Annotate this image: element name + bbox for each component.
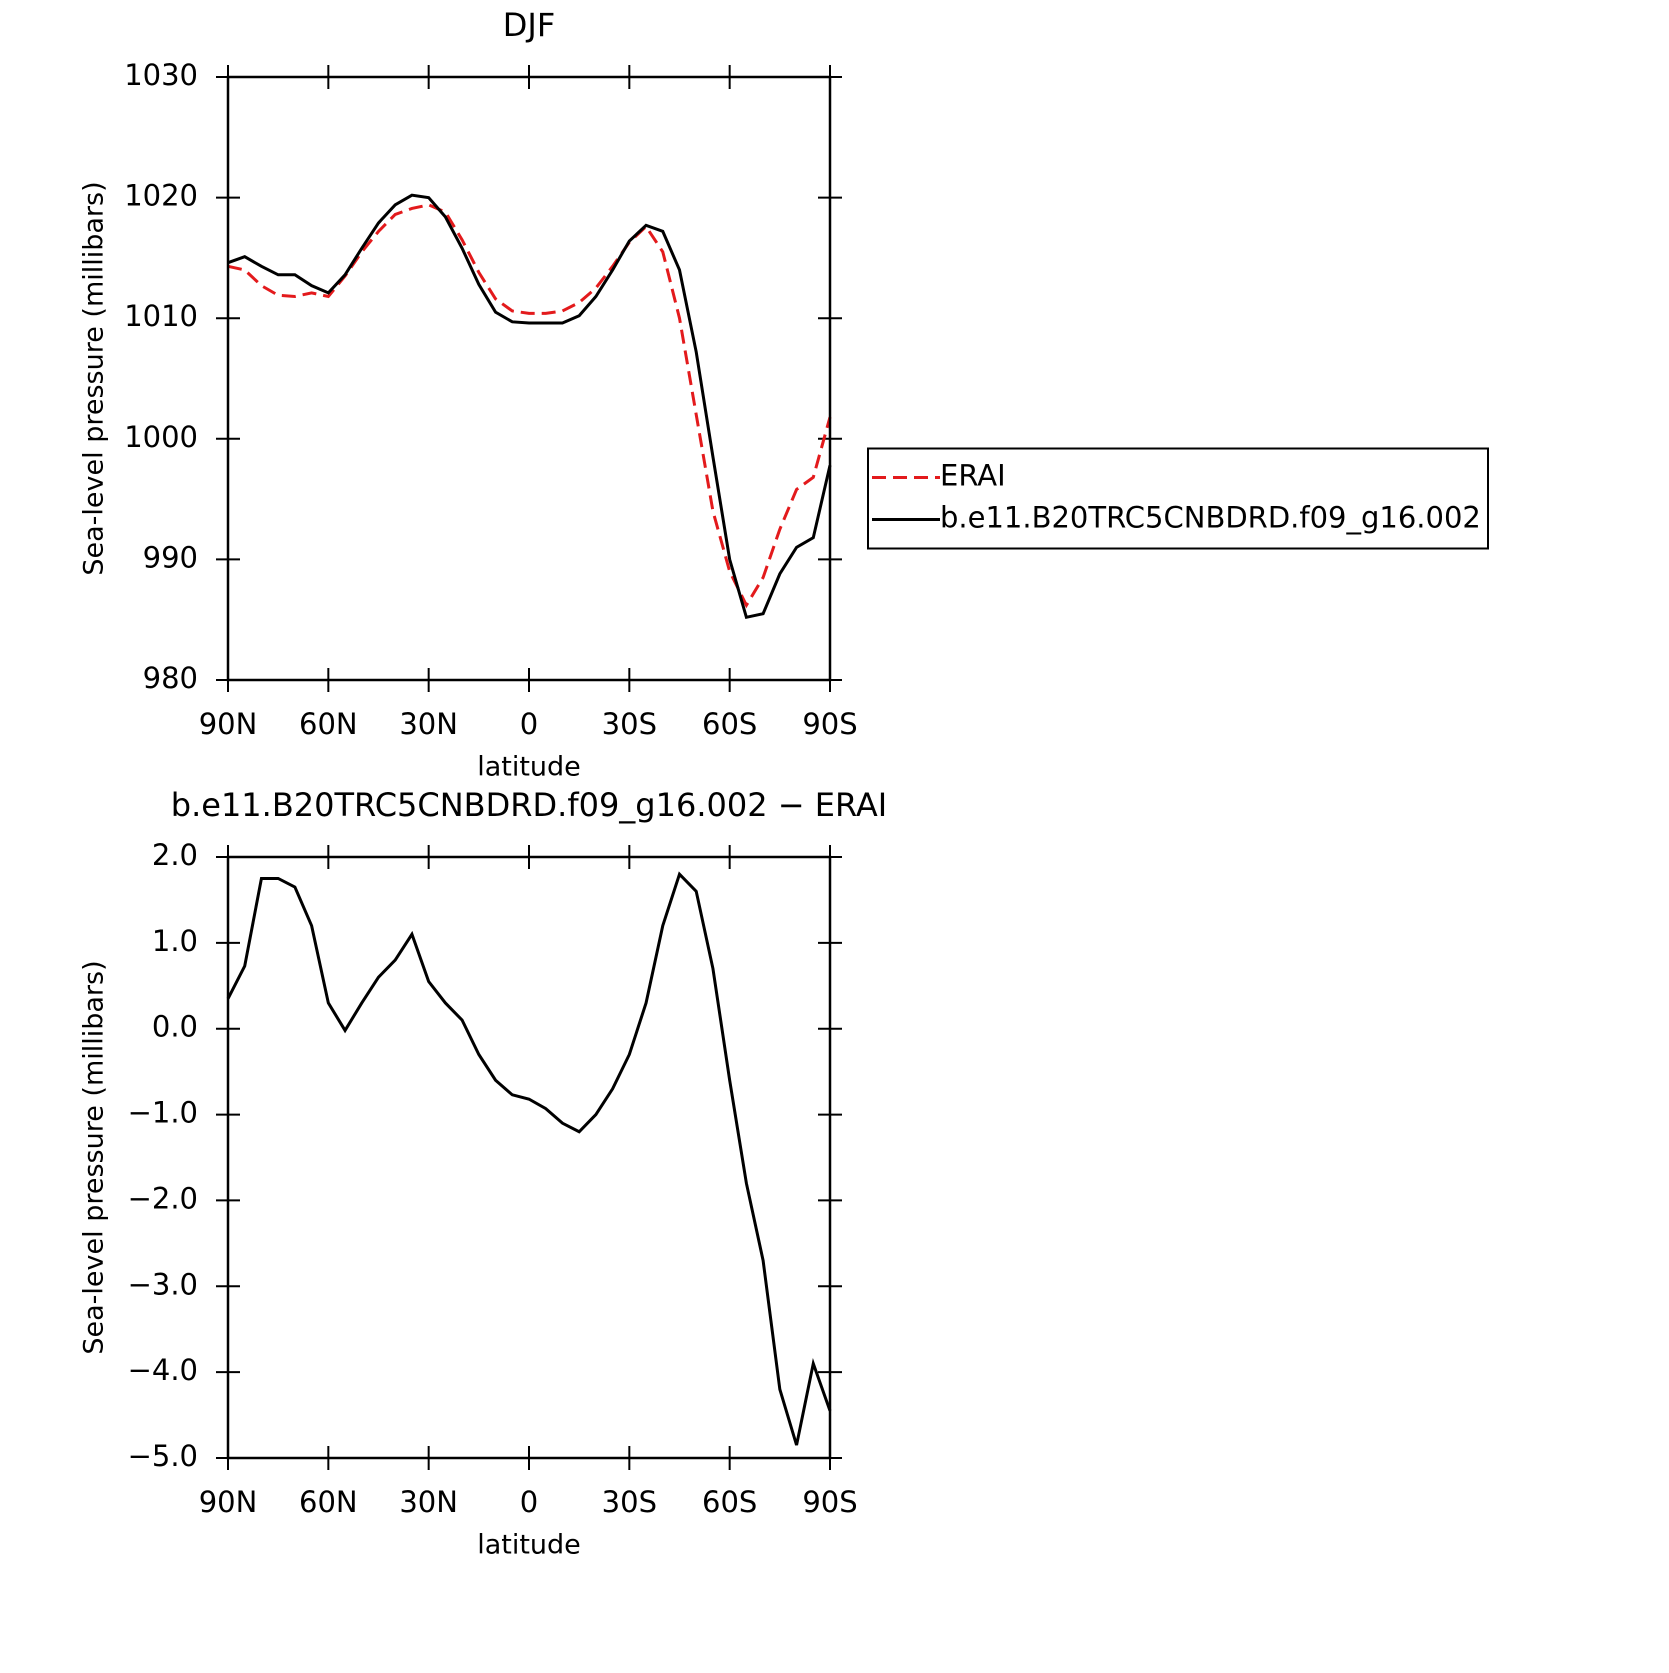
x-tick-label: 90S [802,1485,857,1519]
x-tick-label: 30N [399,707,458,741]
x-tick-label: 90N [199,707,258,741]
plot-frame [226,855,832,1460]
y-tick-label: 0.0 [152,1010,198,1044]
x-tick-label: 60S [702,1485,757,1519]
legend-label: ERAI [940,459,1006,493]
y-tick-label: 1.0 [152,924,198,958]
y-tick-label: 990 [143,540,198,574]
series-line [227,203,832,609]
legend-label: b.e11.B20TRC5CNBDRD.f09_g16.002 [940,501,1481,535]
y-tick-label: 1000 [124,420,198,454]
legend-box [867,447,1489,550]
x-tick-label: 0 [520,1485,538,1519]
x-tick-label: 90N [199,1485,258,1519]
x-tick-label: 60S [702,707,757,741]
x-axis-label: latitude [477,752,581,783]
x-tick-label: 60N [299,707,358,741]
y-axis-label: Sea-level pressure (millibars) [79,181,110,575]
chart-title: DJF [503,6,555,44]
x-tick-label: 30N [399,1485,458,1519]
y-tick-label: 1030 [124,58,198,92]
series-line [227,193,832,620]
x-tick-label: 90S [802,707,857,741]
y-tick-label: 1020 [124,179,198,213]
y-tick-label: 1010 [124,299,198,333]
y-tick-label: −2.0 [128,1181,198,1215]
y-tick-label: −3.0 [128,1267,198,1301]
plot-frame [226,75,832,682]
y-tick-label: −4.0 [128,1353,198,1387]
x-tick-label: 30S [602,1485,657,1519]
x-tick-label: 30S [602,707,657,741]
chart-title: b.e11.B20TRC5CNBDRD.f09_g16.002 − ERAI [171,786,887,824]
y-tick-label: 980 [143,661,198,695]
y-tick-label: −1.0 [128,1096,198,1130]
x-axis-label: latitude [477,1530,581,1561]
x-tick-label: 60N [299,1485,358,1519]
series-line [226,871,832,1446]
y-tick-label: 2.0 [152,838,198,872]
y-tick-label: −5.0 [128,1439,198,1473]
x-tick-label: 0 [520,707,538,741]
y-axis-label: Sea-level pressure (millibars) [79,960,110,1354]
